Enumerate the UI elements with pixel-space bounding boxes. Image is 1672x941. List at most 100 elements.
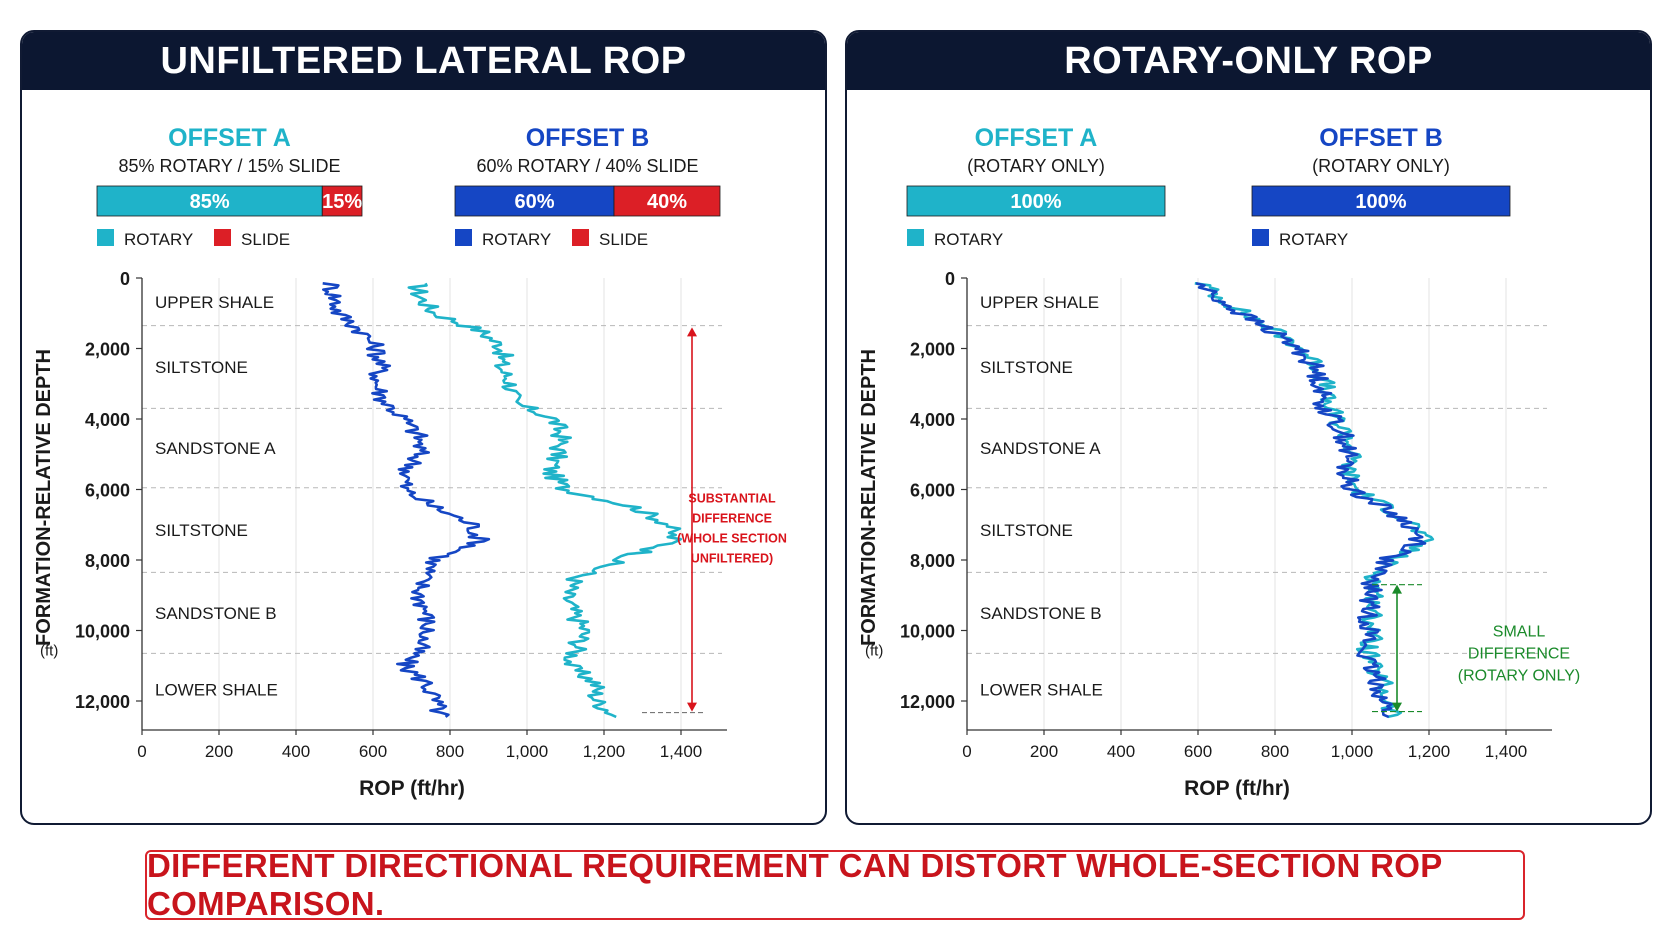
x-tick-label: 0 bbox=[137, 742, 146, 761]
legend-swatch-rotary bbox=[1252, 229, 1269, 246]
arrowhead-up bbox=[1392, 584, 1402, 594]
formation-label: SILTSTONE bbox=[980, 521, 1073, 540]
offset-subtitle: (ROTARY ONLY) bbox=[967, 156, 1105, 176]
offset-name: OFFSET B bbox=[526, 124, 650, 152]
split-bar-label: 40% bbox=[647, 191, 687, 213]
formation-label: SILTSTONE bbox=[155, 358, 248, 377]
y-tick-label: 10,000 bbox=[75, 622, 130, 642]
y-tick-label: 12,000 bbox=[900, 692, 955, 712]
legend-swatch-rotary bbox=[907, 229, 924, 246]
annotation-text: DIFFERENCE bbox=[1468, 646, 1570, 663]
y-tick-label: 12,000 bbox=[75, 692, 130, 712]
panel-rotary-only: ROTARY-ONLY ROP OFFSET A (ROTARY ONLY) 100… bbox=[845, 30, 1652, 825]
formation-label: SILTSTONE bbox=[980, 358, 1073, 377]
split-bar-rotary bbox=[906, 185, 1166, 217]
legend-swatch-slide bbox=[214, 229, 231, 246]
offset-name: OFFSET A bbox=[168, 124, 291, 152]
annotation-text: (ROTARY ONLY) bbox=[1458, 668, 1580, 685]
formation-label: SANDSTONE B bbox=[980, 604, 1102, 623]
annotation-text: UNFILTERED) bbox=[691, 552, 773, 566]
offset-header-a: OFFSET A (ROTARY ONLY) 100% ROTARY bbox=[906, 124, 1166, 249]
formation-label: SANDSTONE A bbox=[155, 439, 276, 458]
difference-annotation: SMALL DIFFERENCE (ROTARY ONLY) bbox=[1372, 584, 1580, 713]
x-axis-title: ROP (ft/hr) bbox=[359, 777, 465, 800]
panel-unfiltered: UNFILTERED LATERAL ROP OFFSET A 85% ROTAR… bbox=[20, 30, 827, 825]
offset-header-a: OFFSET A 85% ROTARY / 15% SLIDE 85% 15% ROTA… bbox=[96, 124, 363, 249]
series-offset-a bbox=[407, 282, 683, 719]
y-axis-unit: (ft) bbox=[865, 642, 883, 659]
x-tick-label: 1,000 bbox=[506, 742, 549, 761]
x-tick-label: 400 bbox=[1107, 742, 1135, 761]
offset-header-b: OFFSET B (ROTARY ONLY) 100% ROTARY bbox=[1251, 124, 1511, 249]
x-tick-label: 0 bbox=[962, 742, 971, 761]
arrowhead-up bbox=[687, 327, 697, 337]
x-tick-label: 200 bbox=[205, 742, 233, 761]
offset-subtitle: 60% ROTARY / 40% SLIDE bbox=[476, 156, 698, 176]
plot-area: UPPER SHALE SILTSTONE SANDSTONE A SILTSTONE… bbox=[858, 269, 1552, 800]
annotation-text: SMALL bbox=[1493, 624, 1546, 641]
legend-label: SLIDE bbox=[241, 230, 290, 249]
y-tick-label: 0 bbox=[120, 269, 130, 289]
y-axis-title: FORMATION-RELATIVE DEPTH bbox=[858, 349, 880, 646]
offset-name: OFFSET B bbox=[1319, 124, 1443, 152]
split-bar-label: 100% bbox=[1355, 191, 1406, 213]
y-tick-label: 4,000 bbox=[85, 410, 130, 430]
series-offset-b bbox=[321, 282, 491, 718]
y-axis-unit: (ft) bbox=[40, 642, 58, 659]
formation-label: SILTSTONE bbox=[155, 521, 248, 540]
plot-area: UPPER SHALE SILTSTONE SANDSTONE A SILTSTONE… bbox=[33, 269, 727, 800]
x-tick-label: 800 bbox=[436, 742, 464, 761]
x-tick-label: 600 bbox=[1184, 742, 1212, 761]
annotation-text: DIFFERENCE bbox=[692, 512, 772, 526]
split-bar-label: 15% bbox=[322, 191, 362, 213]
split-bar-slide bbox=[613, 185, 721, 217]
offset-name: OFFSET A bbox=[975, 124, 1098, 152]
y-tick-label: 8,000 bbox=[910, 551, 955, 571]
x-tick-label: 1,200 bbox=[1408, 742, 1451, 761]
x-tick-label: 800 bbox=[1261, 742, 1289, 761]
legend-swatch-slide bbox=[572, 229, 589, 246]
split-bar-rotary bbox=[454, 185, 615, 217]
y-tick-label: 6,000 bbox=[85, 481, 130, 501]
split-bar-label: 85% bbox=[190, 191, 230, 213]
legend-label: ROTARY bbox=[934, 230, 1003, 249]
formation-label: LOWER SHALE bbox=[980, 681, 1103, 700]
panel-title: UNFILTERED LATERAL ROP bbox=[22, 32, 825, 90]
offset-header-b: OFFSET B 60% ROTARY / 40% SLIDE 60% 40% ROTA… bbox=[454, 124, 721, 249]
annotation-text: SUBSTANTIAL bbox=[688, 492, 776, 506]
y-tick-label: 8,000 bbox=[85, 551, 130, 571]
chart-rotary-only: OFFSET A (ROTARY ONLY) 100% ROTARY OFFSET B (… bbox=[858, 124, 1580, 800]
legend-label: SLIDE bbox=[599, 230, 648, 249]
y-tick-label: 0 bbox=[945, 269, 955, 289]
legend-label: ROTARY bbox=[482, 230, 551, 249]
series-offset-a bbox=[1194, 282, 1435, 719]
split-bar-rotary bbox=[96, 185, 323, 217]
offset-subtitle: (ROTARY ONLY) bbox=[1312, 156, 1450, 176]
x-tick-label: 1,200 bbox=[583, 742, 626, 761]
y-tick-label: 2,000 bbox=[85, 340, 130, 360]
chart-unfiltered: OFFSET A 85% ROTARY / 15% SLIDE 85% 15% ROTA… bbox=[33, 124, 787, 800]
split-bar-rotary bbox=[1251, 185, 1511, 217]
x-axis-title: ROP (ft/hr) bbox=[1184, 777, 1290, 800]
split-bar-label: 60% bbox=[514, 191, 554, 213]
arrowhead-down bbox=[687, 702, 697, 712]
arrowhead-down bbox=[1392, 702, 1402, 712]
legend-label: ROTARY bbox=[124, 230, 193, 249]
conclusion-text: DIFFERENT DIRECTIONAL REQUIREMENT CAN DI… bbox=[147, 847, 1442, 922]
offset-subtitle: 85% ROTARY / 15% SLIDE bbox=[118, 156, 340, 176]
x-tick-label: 1,000 bbox=[1331, 742, 1374, 761]
x-tick-label: 600 bbox=[359, 742, 387, 761]
y-tick-label: 10,000 bbox=[900, 622, 955, 642]
x-tick-label: 1,400 bbox=[1485, 742, 1528, 761]
annotation-text: (WHOLE SECTION bbox=[677, 532, 787, 546]
legend-swatch-rotary bbox=[455, 229, 472, 246]
formation-label: SANDSTONE B bbox=[155, 604, 277, 623]
formation-label: SANDSTONE A bbox=[980, 439, 1101, 458]
y-axis-title: FORMATION-RELATIVE DEPTH bbox=[33, 349, 55, 646]
panel-title: ROTARY-ONLY ROP bbox=[847, 32, 1650, 90]
legend-swatch-rotary bbox=[97, 229, 114, 246]
conclusion-banner: DIFFERENT DIRECTIONAL REQUIREMENT CAN DI… bbox=[145, 847, 1525, 922]
formation-label: UPPER SHALE bbox=[155, 293, 274, 312]
split-bar-label: 100% bbox=[1010, 191, 1061, 213]
y-tick-label: 2,000 bbox=[910, 340, 955, 360]
